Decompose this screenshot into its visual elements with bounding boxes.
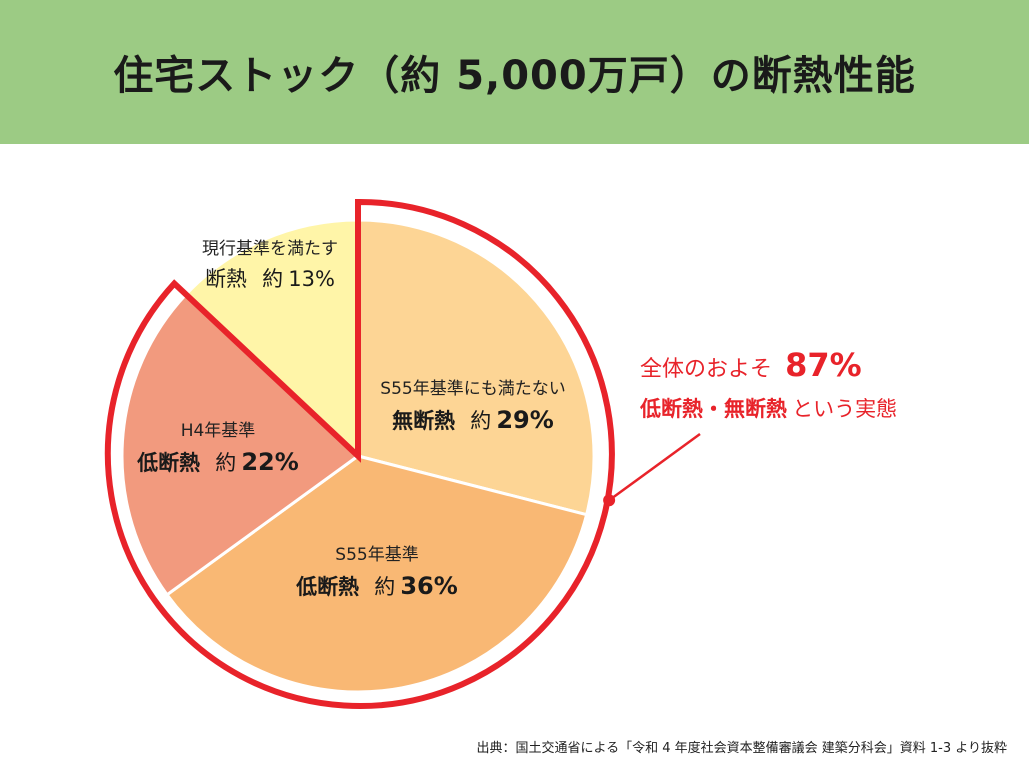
slice-label-sub: H4年基準 [181,421,256,441]
title-banner: 住宅ストック（約 5,000万戸）の断熱性能 [0,0,1029,144]
slice-label-category: 断熱 [205,267,247,291]
slice-label-main: 低断熱 約 22% [136,448,299,476]
slice-s55-low [164,454,589,694]
callout-line-1: 全体のおよそ 87% [640,346,862,384]
slice-label-prefix: 約 [215,451,236,475]
slice-label-category: 低断熱 [295,575,359,599]
highlight-arc [104,198,615,709]
slice-h4-low [120,292,361,597]
callout-prefix: 全体のおよそ [640,357,772,382]
slice-label-value: 13% [288,267,335,291]
callout-dot [603,494,616,507]
slice-label-sub: S55年基準にも満たない [380,379,565,399]
page-title: 住宅ストック（約 5,000万戸）の断熱性能 [113,53,916,99]
slice-label-prefix: 約 [262,267,283,291]
callout-text: 全体のおよそ 87% 低断熱・無断熱 という実態 [639,346,897,421]
callout-leader-line [608,432,701,502]
slice-label-main: 無断熱 約 29% [392,406,554,434]
slice-label-prefix: 約 [374,575,395,599]
slice-label-main: 低断熱 約 36% [295,572,458,600]
slice-label-category: 低断熱 [136,451,200,475]
pie-chart: S55年基準にも満たない 無断熱 約 29% S55年基準 低断熱 約 36% … [104,198,897,709]
slice-label-main: 断熱 約 13% [205,267,335,291]
slice-labels: S55年基準にも満たない 無断熱 約 29% S55年基準 低断熱 約 36% … [136,239,566,600]
slice-current-standard [183,218,360,460]
slice-label-category: 無断熱 [392,409,455,433]
slice-label-value: 36% [400,572,457,600]
pie-slices [120,218,596,694]
slice-no-insulation [356,218,596,517]
source-citation: 出典：国土交通省による「令和 4 年度社会資本整備審議会 建築分科会」資料 1-… [476,741,1007,756]
slice-label-prefix: 約 [470,409,491,433]
slice-label-sub: 現行基準を満たす [202,239,338,259]
callout-emphasis: 低断熱・無断熱 [639,397,787,421]
callout-rest: という実態 [792,397,897,421]
callout-line-2: 低断熱・無断熱 という実態 [639,397,897,421]
slice-label-sub: S55年基準 [335,545,418,565]
slice-label-value: 22% [241,448,298,476]
slice-label-value: 29% [496,406,553,434]
callout-value: 87% [785,346,862,384]
